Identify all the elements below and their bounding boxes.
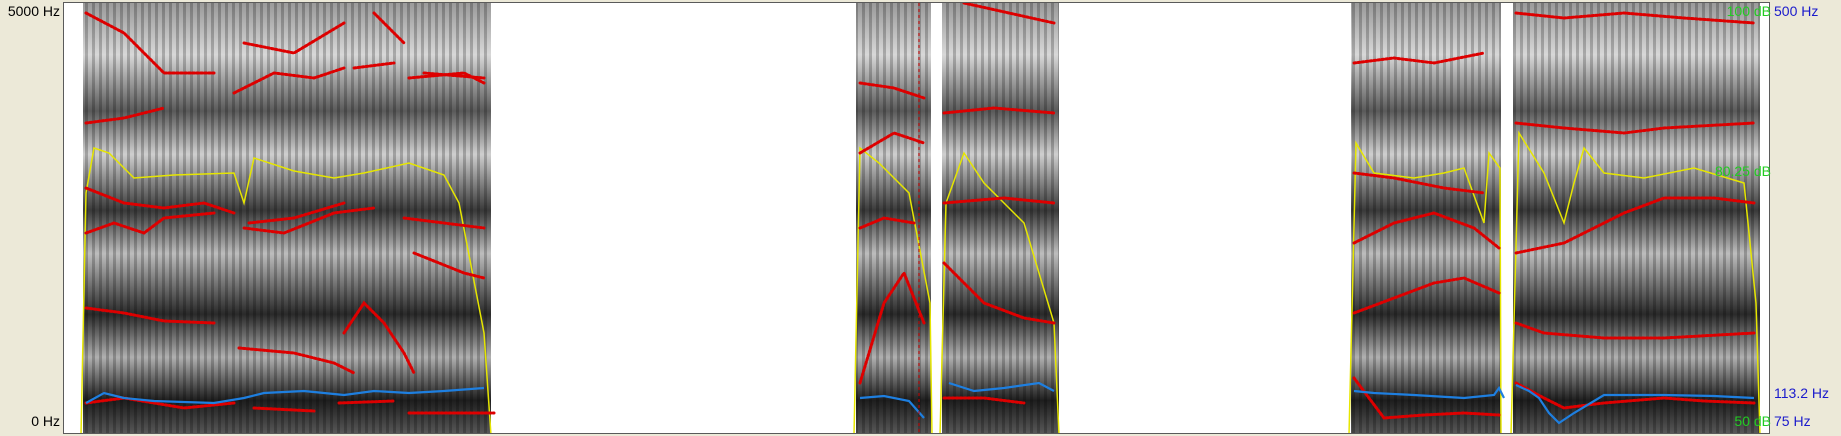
spectrogram-voiced-segments xyxy=(83,3,1760,433)
intensity-mid-label: 80.25 dB xyxy=(1714,163,1771,179)
voiced-segment-striations xyxy=(1351,3,1501,433)
intensity-max-label: 100 dB xyxy=(1726,3,1771,19)
spectrogram-canvas[interactable] xyxy=(64,3,1770,434)
voiced-segment-striations xyxy=(856,3,931,433)
frequency-max-label: 5000 Hz xyxy=(7,3,60,19)
pitch-max-label: 500 Hz xyxy=(1774,3,1819,19)
spectrogram-panel[interactable] xyxy=(63,2,1770,434)
frequency-min-label: 0 Hz xyxy=(31,413,60,429)
voiced-segment-striations xyxy=(1513,3,1760,433)
pitch-curve xyxy=(85,381,1755,425)
voiced-segment-striations xyxy=(942,3,1059,433)
intensity-min-label: 50 dB xyxy=(1734,413,1771,429)
pitch-min-label: 75 Hz xyxy=(1774,413,1811,429)
pitch-cursor-label: 113.2 Hz xyxy=(1774,385,1829,401)
formant-tracks xyxy=(84,3,1756,420)
